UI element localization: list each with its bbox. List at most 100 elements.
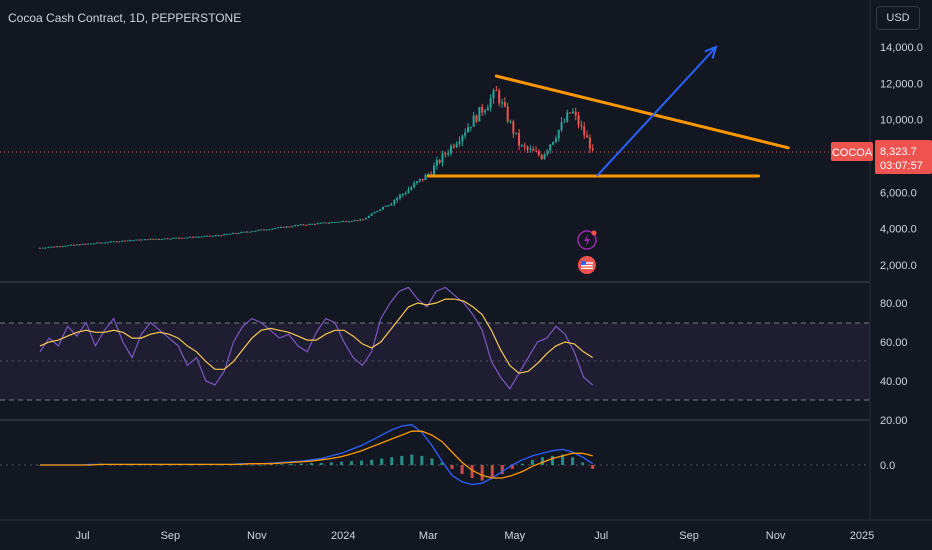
- candle-body: [478, 107, 481, 122]
- macd-histogram-bar: [309, 463, 313, 465]
- rsi-tick-label: 60.00: [880, 337, 908, 349]
- candle-body: [472, 115, 475, 127]
- time-axis[interactable]: Jul Sep Nov 2024 Mar May Jul Sep Nov 2025: [75, 530, 874, 542]
- candle-body: [418, 178, 421, 182]
- macd-histogram-bar: [591, 465, 595, 469]
- candle-body: [560, 122, 563, 130]
- candle-body: [186, 237, 189, 239]
- candle-body: [254, 230, 257, 232]
- time-tick-label: Mar: [419, 530, 438, 542]
- candle-body: [61, 246, 64, 248]
- countdown-timer: 03:07:57: [880, 160, 923, 172]
- macd-histogram-bar: [370, 459, 374, 465]
- candle-body: [421, 178, 424, 181]
- candle-body: [73, 244, 76, 246]
- candle-body: [464, 132, 467, 136]
- candle-body: [577, 115, 580, 126]
- candle-body: [98, 242, 101, 244]
- macd-histogram-bar: [540, 457, 544, 465]
- candle-body: [172, 237, 175, 239]
- currency-button[interactable]: USD: [876, 6, 920, 30]
- candle-body: [540, 155, 543, 160]
- candle-body: [257, 229, 260, 231]
- candle-body: [413, 183, 416, 188]
- candle-body: [90, 243, 93, 245]
- macd-histogram-bar: [571, 457, 575, 465]
- candle-body: [467, 127, 470, 133]
- macd-axis[interactable]: 0.0: [880, 460, 895, 472]
- candle-body: [132, 240, 135, 242]
- time-tick-label: Jul: [594, 530, 608, 542]
- upper-trendline[interactable]: [494, 74, 790, 150]
- candle-body: [580, 125, 583, 127]
- candle-body: [141, 239, 144, 241]
- candle-body: [319, 222, 322, 224]
- macd-histogram-bar: [490, 465, 494, 478]
- macd-histogram-bar: [239, 465, 243, 466]
- macd-histogram-bar: [520, 463, 524, 465]
- candle-body: [209, 235, 212, 237]
- candle-body: [121, 240, 124, 242]
- candle-body: [588, 137, 591, 149]
- candle-body: [95, 242, 98, 244]
- candle-body: [115, 241, 118, 243]
- rsi-tick-label: 40.00: [880, 376, 908, 388]
- candle-body: [362, 219, 365, 221]
- candle-body: [506, 106, 509, 122]
- candle-body: [396, 198, 399, 201]
- candle-body: [124, 240, 127, 242]
- macd-histogram-bar: [530, 459, 534, 465]
- candle-body: [146, 239, 149, 241]
- macd-histogram-bar: [189, 465, 193, 466]
- lightning-icon[interactable]: [577, 230, 597, 250]
- us-flag-icon[interactable]: [578, 256, 596, 274]
- macd-histogram-bar: [108, 465, 112, 466]
- candle-body: [591, 148, 594, 151]
- candle-body: [404, 193, 407, 195]
- price-tick-label: 12,000.0: [880, 78, 923, 90]
- macd-histogram-bar: [410, 454, 414, 465]
- candle-body: [526, 146, 529, 150]
- rsi-ma-line: [39, 298, 594, 374]
- candle-body: [200, 236, 203, 238]
- candle-body: [248, 231, 251, 233]
- candle-body: [515, 132, 518, 134]
- candle-body: [305, 224, 308, 226]
- candle-body: [336, 221, 339, 223]
- candle-body: [84, 243, 87, 245]
- candle-body: [138, 239, 141, 241]
- candle-body: [302, 224, 305, 226]
- candle-body: [129, 240, 132, 242]
- candle-body: [393, 200, 396, 204]
- candle-body: [328, 222, 331, 224]
- candle-body: [512, 121, 515, 134]
- candle-body: [135, 239, 138, 241]
- candle-body: [342, 221, 345, 223]
- candle-body: [432, 165, 435, 175]
- candle-body: [535, 150, 538, 152]
- candle-body: [271, 228, 274, 230]
- macd-histogram-bar: [581, 462, 585, 465]
- candle-body: [353, 220, 356, 222]
- candle-body: [359, 219, 362, 221]
- macd-histogram-bar: [169, 465, 173, 466]
- rsi-axis[interactable]: 80.00 60.00 40.00 20.00: [880, 298, 908, 427]
- candle-body: [262, 229, 265, 231]
- candle-body: [455, 143, 458, 148]
- candle-body: [220, 235, 223, 237]
- candle-body: [495, 90, 498, 92]
- candle-body: [112, 241, 115, 243]
- projection-arrow[interactable]: [596, 45, 718, 177]
- candle-body: [81, 243, 84, 245]
- rsi-tick-label: 20.00: [880, 415, 908, 427]
- candle-body: [160, 238, 163, 240]
- time-tick-label: Jul: [75, 530, 89, 542]
- candle-body: [552, 141, 555, 145]
- candle-body: [192, 236, 195, 238]
- macd-histogram-bar: [269, 464, 273, 465]
- time-tick-label: Sep: [679, 530, 699, 542]
- candle-body: [228, 233, 231, 235]
- candle-body: [444, 153, 447, 155]
- candle-body: [107, 242, 110, 244]
